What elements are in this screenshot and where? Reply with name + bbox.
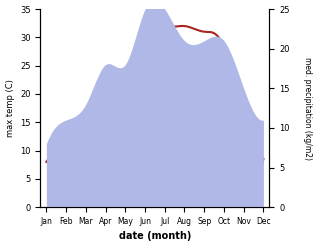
Y-axis label: max temp (C): max temp (C): [5, 79, 15, 137]
X-axis label: date (month): date (month): [119, 231, 191, 242]
Y-axis label: med. precipitation (kg/m2): med. precipitation (kg/m2): [303, 57, 313, 160]
